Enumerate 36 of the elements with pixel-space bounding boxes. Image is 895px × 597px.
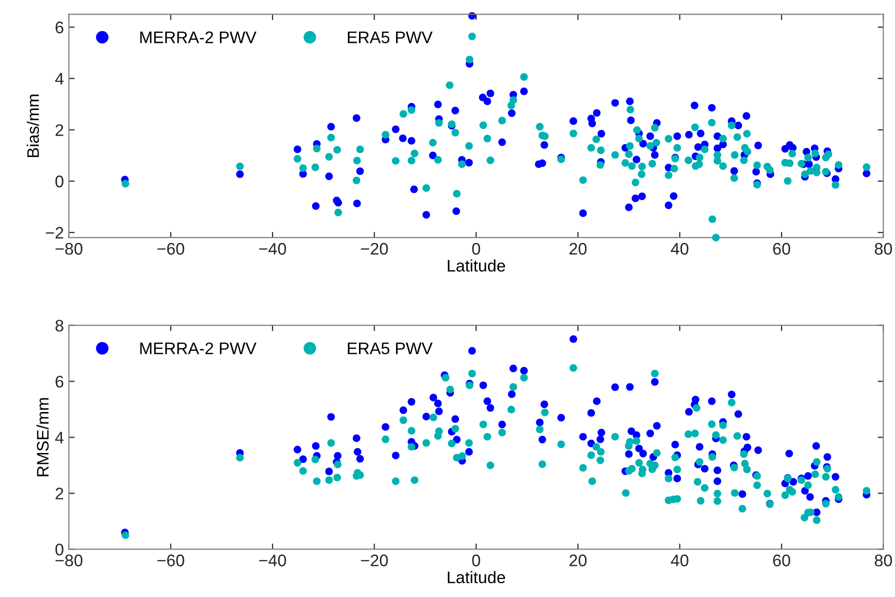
y-tick-label: 0 (55, 176, 64, 188)
legend-label: ERA5 PWV (348, 342, 433, 354)
x-axis-title: Latitude (448, 259, 506, 272)
x-tick-label: −80 (56, 242, 82, 255)
x-tick-label: 0 (472, 554, 480, 566)
x-tick-label: −20 (361, 554, 388, 566)
y-tick-label: 2 (56, 124, 64, 136)
y-tick-label: 4 (55, 432, 64, 444)
x-tick-label: 20 (570, 242, 587, 255)
y-tick-label: 8 (56, 320, 64, 332)
y-axis-title: RMSE/mm (36, 398, 49, 476)
y-tick-label: 4 (55, 73, 64, 85)
x-tick-label: −80 (56, 554, 82, 566)
x-tick-label: 80 (874, 242, 892, 255)
y-tick-label: 6 (56, 376, 64, 388)
x-tick-label: −40 (259, 554, 286, 566)
legend-label: MERRA-2 PWV (140, 342, 256, 354)
x-tick-label: 60 (773, 554, 790, 566)
x-tick-label: 80 (874, 554, 892, 566)
x-tick-label: 40 (670, 242, 688, 255)
y-tick-label: −2 (46, 226, 64, 239)
legend-label: ERA5 PWV (348, 32, 433, 44)
y-tick-label: 0 (55, 544, 64, 556)
x-tick-label: 0 (472, 242, 480, 255)
legend-label: MERRA-2 PWV (140, 31, 256, 44)
y-tick-label: 6 (56, 22, 64, 34)
x-tick-label: −60 (157, 554, 184, 566)
x-tick-label: −60 (157, 242, 184, 255)
x-axis-title: Latitude (448, 571, 506, 584)
y-tick-label: 2 (56, 488, 64, 500)
x-tick-label: 20 (570, 554, 587, 566)
x-tick-label: 40 (670, 554, 688, 566)
x-tick-label: −40 (259, 242, 286, 255)
x-tick-label: 60 (773, 242, 790, 255)
y-axis-title: Bias/mm (26, 94, 39, 158)
x-tick-label: −20 (361, 242, 388, 255)
